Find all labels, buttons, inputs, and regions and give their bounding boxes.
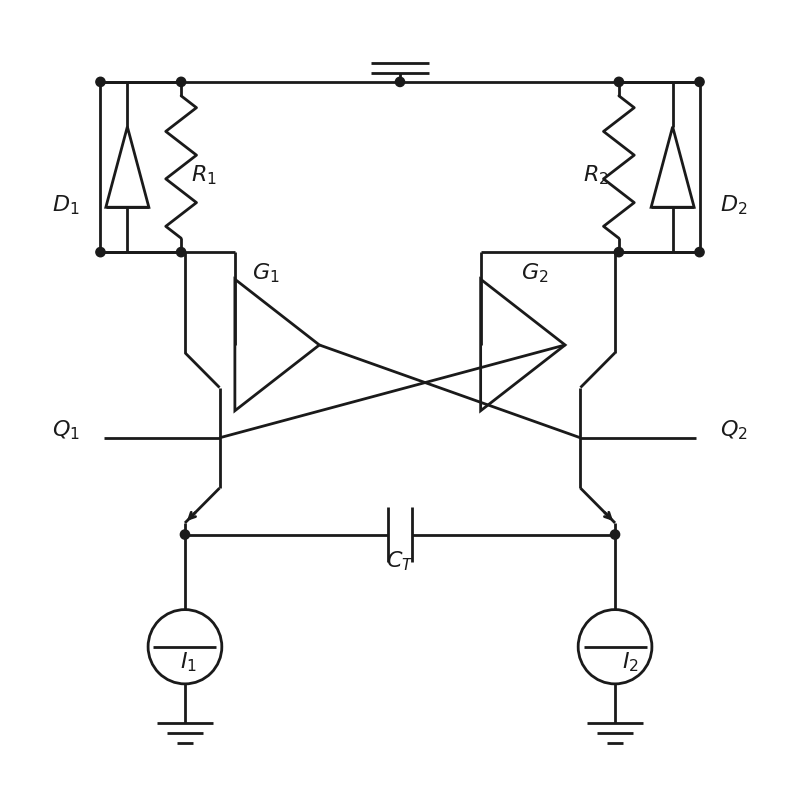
Text: $D_2$: $D_2$ — [720, 194, 748, 218]
Circle shape — [177, 247, 186, 257]
Circle shape — [610, 530, 620, 539]
Circle shape — [96, 77, 105, 86]
Circle shape — [695, 247, 704, 257]
Text: $G_2$: $G_2$ — [521, 261, 548, 285]
Text: $Q_2$: $Q_2$ — [720, 418, 748, 442]
Text: $R_2$: $R_2$ — [583, 163, 609, 186]
Text: $D_1$: $D_1$ — [52, 194, 80, 218]
Circle shape — [614, 247, 623, 257]
Text: $C_T$: $C_T$ — [386, 550, 414, 573]
Circle shape — [614, 77, 623, 86]
Circle shape — [180, 530, 190, 539]
Text: $R_1$: $R_1$ — [191, 163, 217, 186]
Circle shape — [695, 77, 704, 86]
Circle shape — [395, 77, 405, 86]
Text: $Q_1$: $Q_1$ — [52, 418, 80, 442]
Text: $I_2$: $I_2$ — [622, 650, 639, 674]
Text: $G_1$: $G_1$ — [252, 261, 279, 285]
Text: $I_1$: $I_1$ — [180, 650, 198, 674]
Circle shape — [96, 247, 105, 257]
Circle shape — [177, 77, 186, 86]
